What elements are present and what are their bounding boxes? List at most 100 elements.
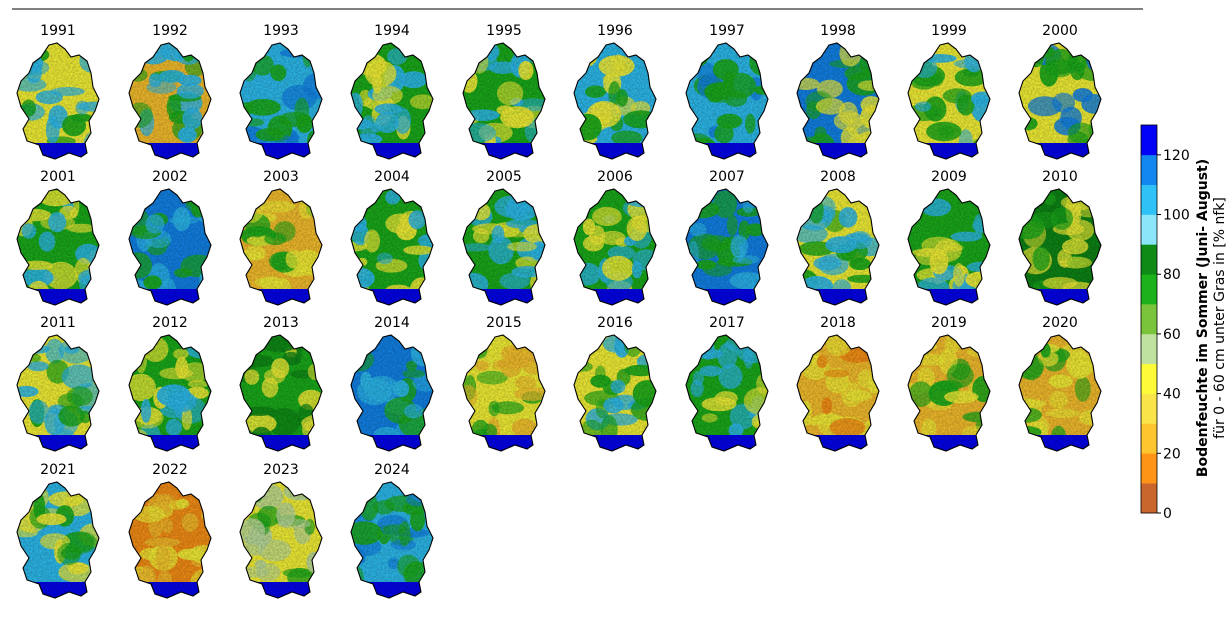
year-label: 2006 <box>597 169 633 185</box>
year-map-2011: 2011 <box>16 315 100 452</box>
year-label: 2021 <box>40 462 76 478</box>
year-map-2023: 2023 <box>239 462 323 599</box>
year-label: 2008 <box>820 169 856 185</box>
year-map-1999: 1999 <box>907 23 991 160</box>
germany-outline <box>239 334 323 452</box>
year-label: 1996 <box>597 23 633 39</box>
year-map-2014: 2014 <box>350 315 434 452</box>
year-map-1993: 1993 <box>239 23 323 160</box>
colorbar-bin <box>1141 125 1157 156</box>
germany-outline <box>239 188 323 306</box>
colorbar-bin <box>1141 363 1157 394</box>
year-map-1997: 1997 <box>685 23 769 160</box>
germany-outline <box>16 188 100 306</box>
germany-outline <box>796 188 880 306</box>
year-map-2015: 2015 <box>462 315 546 452</box>
year-label: 2016 <box>597 315 633 331</box>
colorbar-tick-label: 40 <box>1163 387 1181 403</box>
year-label: 2013 <box>263 315 299 331</box>
colorbar-bin <box>1141 333 1157 365</box>
germany-outline <box>573 42 657 160</box>
year-map-2004: 2004 <box>350 169 434 306</box>
germany-outline <box>796 334 880 452</box>
germany-outline <box>350 334 434 452</box>
colorbar-tick-label: 120 <box>1163 148 1190 164</box>
year-label: 2014 <box>374 315 410 331</box>
germany-outline <box>1018 42 1102 160</box>
year-label: 2009 <box>931 169 967 185</box>
year-map-2018: 2018 <box>796 315 880 452</box>
year-label: 2004 <box>374 169 410 185</box>
germany-outline <box>573 334 657 452</box>
year-label: 2000 <box>1042 23 1078 39</box>
year-map-1995: 1995 <box>462 23 546 160</box>
year-label: 1991 <box>40 23 76 39</box>
colorbar-tick-label: 0 <box>1163 506 1172 522</box>
year-label: 2012 <box>152 315 188 331</box>
germany-outline <box>796 42 880 160</box>
colorbar-tick-label: 80 <box>1163 267 1181 283</box>
colorbar-bin <box>1141 214 1157 245</box>
year-map-2024: 2024 <box>350 462 434 599</box>
year-map-2008: 2008 <box>796 169 880 306</box>
year-label: 2002 <box>152 169 188 185</box>
year-map-2013: 2013 <box>239 315 323 452</box>
colorbar-bin <box>1141 483 1157 514</box>
germany-outline <box>907 188 991 306</box>
germany-outline <box>907 42 991 160</box>
year-label: 2017 <box>709 315 745 331</box>
year-map-2010: 2010 <box>1018 169 1102 306</box>
year-map-2012: 2012 <box>128 315 212 452</box>
year-label: 1994 <box>374 23 410 39</box>
year-label: 2019 <box>931 315 967 331</box>
year-map-1992: 1992 <box>128 23 212 160</box>
year-map-1998: 1998 <box>796 23 880 160</box>
colorbar-subtitle: für 0 - 60 cm unter Gras in [% nfk] <box>1212 197 1228 439</box>
colorbar-bin <box>1141 274 1157 305</box>
germany-outline <box>685 188 769 306</box>
year-map-1996: 1996 <box>573 23 657 160</box>
year-map-2022: 2022 <box>128 462 212 599</box>
germany-outline <box>350 42 434 160</box>
year-label: 1999 <box>931 23 967 39</box>
germany-outline <box>16 481 100 599</box>
germany-outline <box>350 188 434 306</box>
germany-outline <box>128 334 212 452</box>
year-map-2006: 2006 <box>573 169 657 306</box>
year-map-1994: 1994 <box>350 23 434 160</box>
year-label: 2005 <box>486 169 522 185</box>
yearly-maps-grid: 1991 1992 1993 1994 1995 1996 1997 1998 1999 2000… <box>16 23 1102 599</box>
colorbar-bin <box>1141 244 1157 275</box>
year-map-2003: 2003 <box>239 169 323 306</box>
germany-outline <box>907 334 991 452</box>
germany-outline <box>16 42 100 160</box>
colorbar-bin <box>1141 453 1157 484</box>
year-label: 2003 <box>263 169 299 185</box>
colorbar: 0 20 40 60 80 100 120 Bodenfeuchte im Sommer (… <box>1140 124 1228 522</box>
germany-outline <box>573 188 657 306</box>
germany-outline <box>16 334 100 452</box>
germany-outline <box>128 481 212 599</box>
year-label: 2018 <box>820 315 856 331</box>
year-label: 2011 <box>40 315 76 331</box>
colorbar-bin <box>1141 423 1157 454</box>
colorbar-tick-label: 100 <box>1163 208 1190 224</box>
year-map-2007: 2007 <box>685 169 769 306</box>
germany-outline <box>1018 334 1102 452</box>
year-map-2020: 2020 <box>1018 315 1102 452</box>
year-label: 2024 <box>374 462 410 478</box>
year-label: 2007 <box>709 169 745 185</box>
year-map-2000: 2000 <box>1018 23 1102 160</box>
colorbar-bin <box>1141 393 1157 424</box>
year-label: 2010 <box>1042 169 1078 185</box>
year-label: 2015 <box>486 315 522 331</box>
year-map-2009: 2009 <box>907 169 991 306</box>
year-label: 1997 <box>709 23 745 39</box>
germany-outline <box>685 42 769 160</box>
germany-outline <box>239 481 323 599</box>
colorbar-bin <box>1141 304 1157 335</box>
colorbar-title: Bodenfeuchte im Sommer (Juni- August) <box>1195 159 1211 477</box>
germany-outline <box>239 42 323 160</box>
colorbar-tick-label: 60 <box>1163 327 1181 343</box>
